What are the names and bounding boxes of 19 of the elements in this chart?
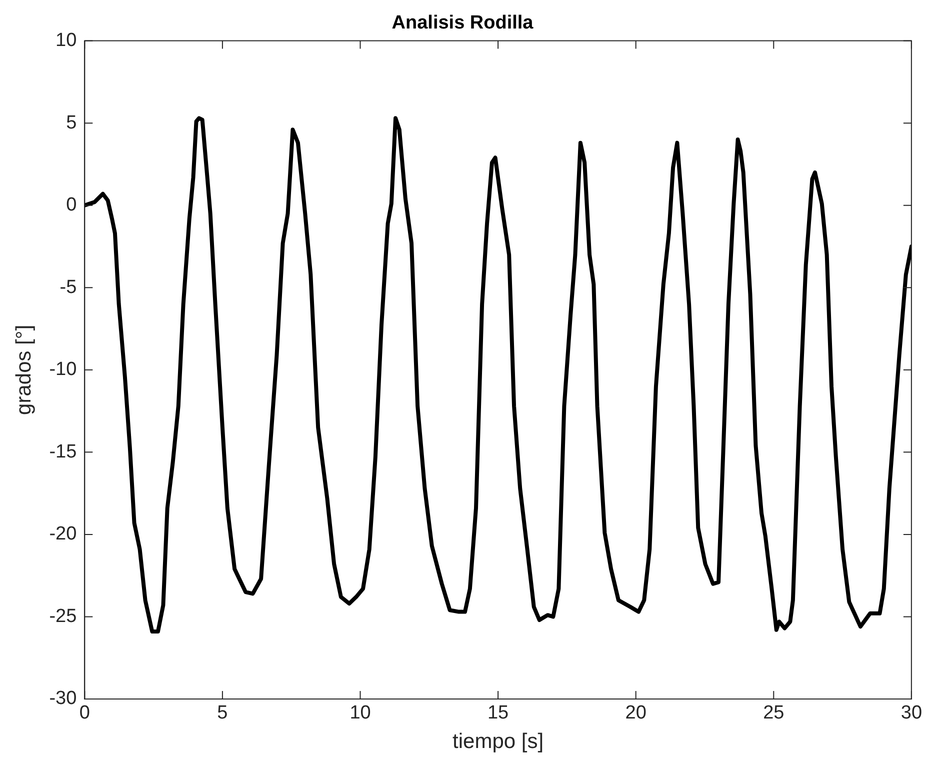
y-tick-label: -15 [49,441,77,462]
x-tick-label: 25 [763,702,784,724]
y-tick-label: -30 [49,688,77,710]
y-tick-label: -20 [49,524,77,545]
y-tick-label: -5 [60,276,77,298]
y-tick-label: 0 [66,194,77,216]
x-tick-label: 0 [79,702,90,724]
y-tick-label: 5 [66,112,77,134]
y-tick-label: -25 [49,606,77,627]
x-tick-label: 5 [217,702,228,724]
x-tick-label: 10 [350,702,371,724]
x-tick-label: 15 [487,702,509,724]
y-axis-title: grados [°] [12,324,36,415]
chart-title: Analisis Rodilla [392,12,534,34]
x-axis-title: tiempo [s] [452,730,544,754]
y-tick-label: -10 [49,359,77,380]
x-tick-label: 20 [625,702,646,724]
y-tick-label: 10 [56,30,77,52]
x-tick-label: 30 [900,702,922,724]
